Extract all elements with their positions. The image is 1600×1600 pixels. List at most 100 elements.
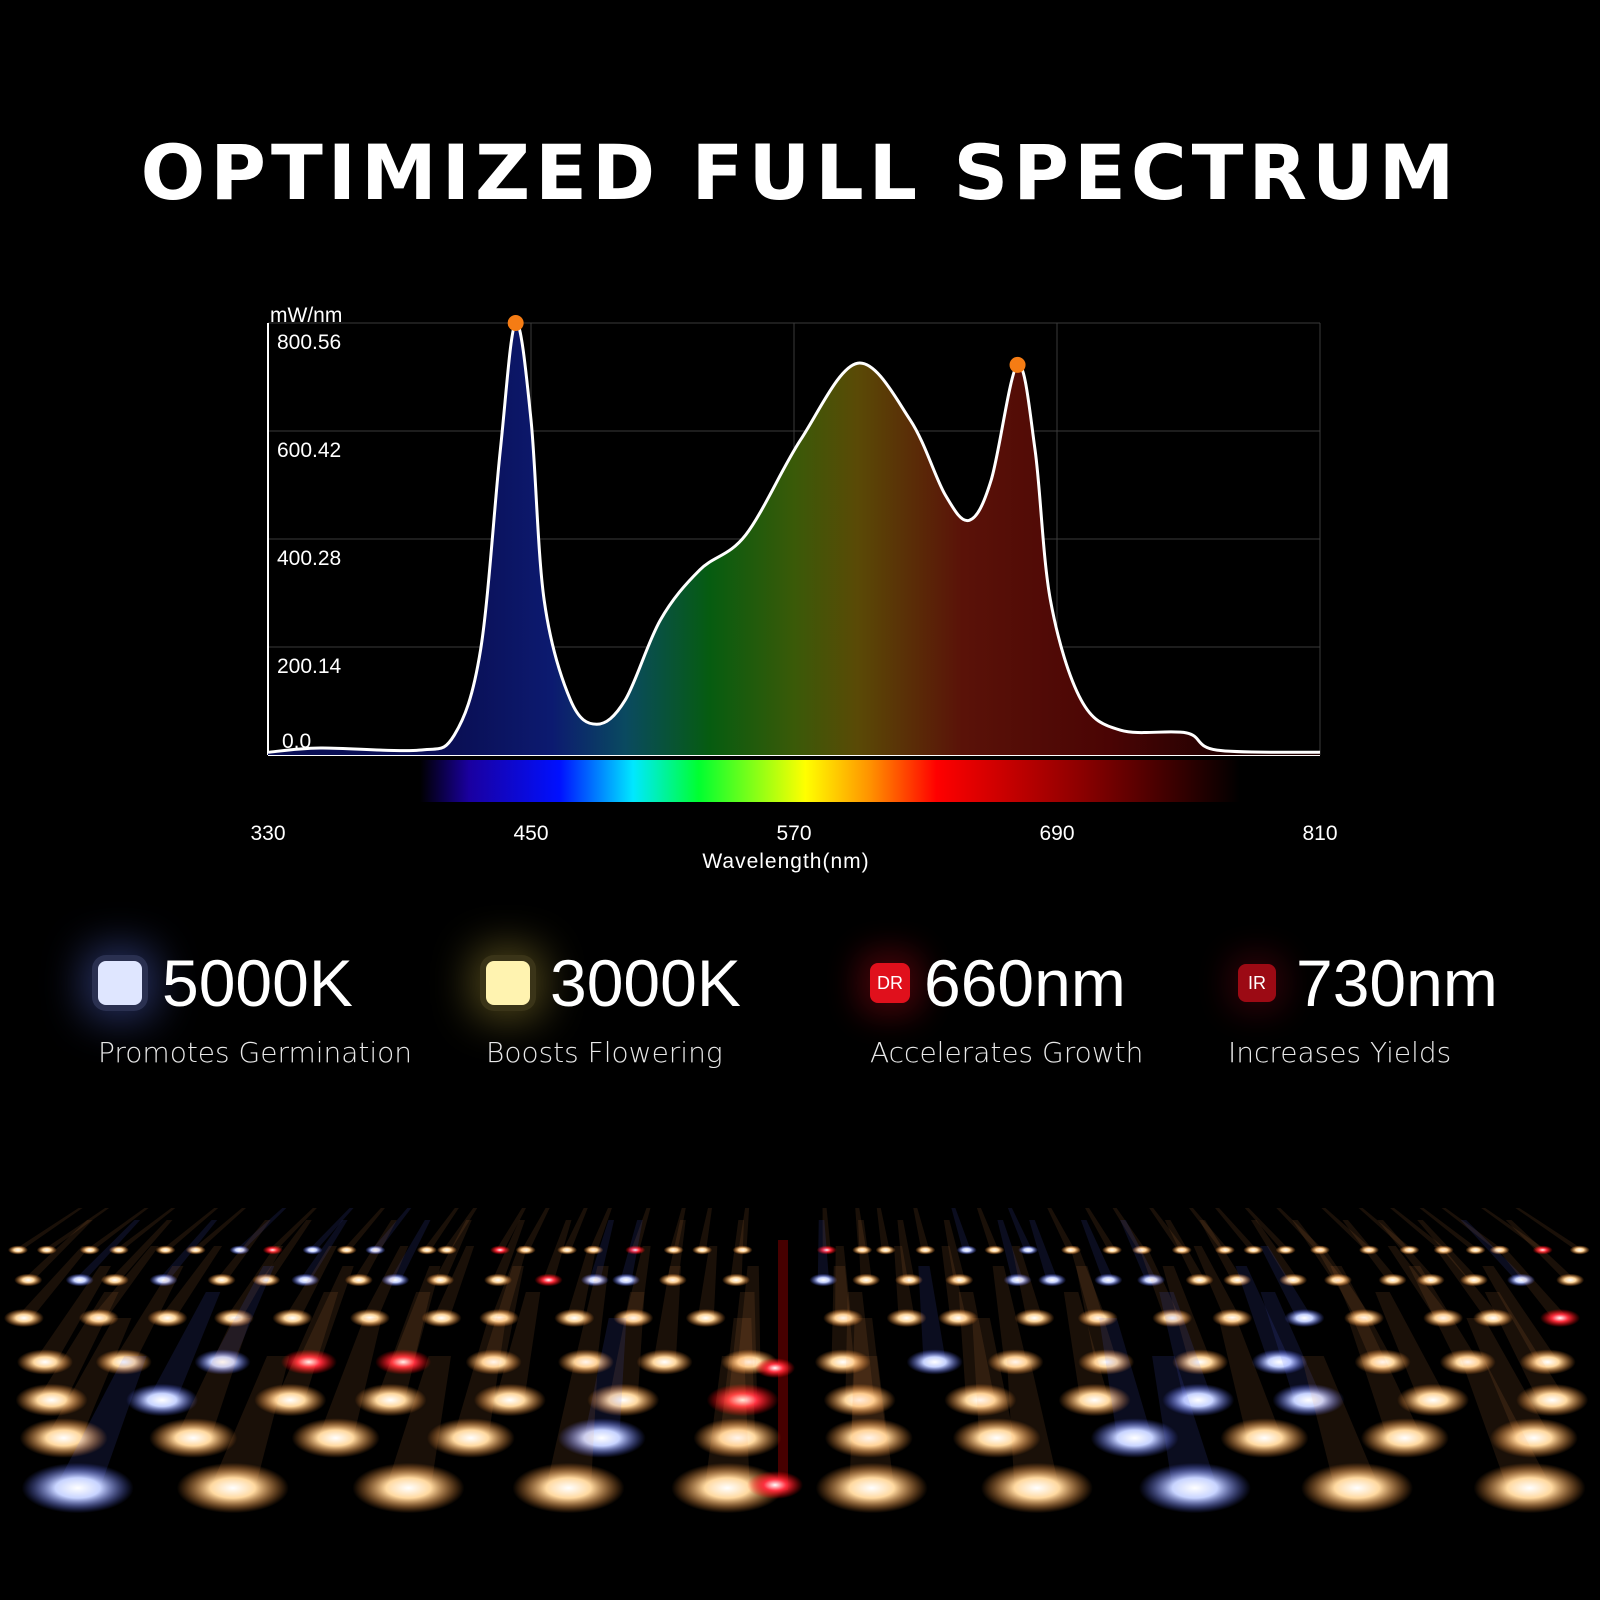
- led-light: [906, 1349, 963, 1375]
- led-light: [894, 1273, 923, 1287]
- led-light: [706, 1383, 779, 1417]
- led-beam: [371, 1208, 412, 1250]
- led-light: [1399, 1245, 1420, 1255]
- led-beam: [434, 1220, 472, 1280]
- led-beam: [1218, 1318, 1283, 1438]
- led-beam: [268, 1208, 317, 1250]
- feature-5000k: 5000K Promotes Germination: [98, 950, 412, 1069]
- led-light: [1433, 1245, 1454, 1255]
- led-beam: [342, 1208, 385, 1250]
- led-beam: [546, 1356, 599, 1488]
- led-light: [1214, 1245, 1235, 1255]
- led-light: [1058, 1383, 1131, 1417]
- led-beam: [1006, 1356, 1060, 1488]
- led-beam: [1347, 1318, 1423, 1438]
- x-tick-label: 330: [250, 822, 285, 845]
- led-light: [16, 1349, 73, 1375]
- led-beam: [697, 1246, 718, 1318]
- led-light: [1416, 1273, 1445, 1287]
- peak-marker: [507, 315, 524, 331]
- led-beam: [1460, 1220, 1527, 1280]
- led-light: [149, 1418, 238, 1458]
- led-light: [554, 1309, 595, 1327]
- led-light: [100, 1273, 129, 1287]
- led-beam: [1314, 1246, 1373, 1318]
- led-light: [1358, 1245, 1379, 1255]
- led-light: [945, 1273, 974, 1287]
- led-beam: [997, 1220, 1024, 1280]
- led-beam: [33, 1266, 111, 1362]
- led-light: [1078, 1349, 1135, 1375]
- led-beam: [147, 1292, 221, 1400]
- led-light: [515, 1245, 536, 1255]
- led-beam: [1099, 1318, 1153, 1438]
- led-light: [291, 1418, 380, 1458]
- led-light: [15, 1383, 88, 1417]
- led-beam: [1387, 1246, 1452, 1318]
- led-beam: [1321, 1208, 1373, 1250]
- led-beam: [1085, 1208, 1117, 1250]
- led-beam: [433, 1246, 475, 1318]
- led-light: [484, 1273, 513, 1287]
- led-beam: [1007, 1208, 1033, 1250]
- led-light: [612, 1273, 641, 1287]
- led-beam: [260, 1220, 312, 1280]
- led-beam: [831, 1266, 854, 1362]
- led-light: [1344, 1309, 1385, 1327]
- led-beam: [1342, 1220, 1399, 1280]
- led-light: [1102, 1245, 1123, 1255]
- led-beam: [1235, 1266, 1291, 1362]
- led-beam: [1112, 1208, 1146, 1250]
- led-light: [956, 1245, 977, 1255]
- led-light: [479, 1309, 520, 1327]
- led-light: [952, 1418, 1041, 1458]
- led-light: [1003, 1273, 1032, 1287]
- led-beam: [1484, 1292, 1567, 1400]
- led-light: [1275, 1245, 1296, 1255]
- white-led-chip-icon: [98, 961, 142, 1005]
- led-beam: [521, 1208, 550, 1250]
- led-beam: [1505, 1220, 1576, 1280]
- led-beam: [918, 1266, 946, 1362]
- led-light: [815, 1462, 928, 1514]
- led-light: [1138, 1462, 1251, 1514]
- led-beam: [1417, 1220, 1480, 1280]
- led-beam: [376, 1292, 431, 1400]
- led-beam: [728, 1292, 758, 1400]
- led-light: [1459, 1273, 1488, 1287]
- led-beam: [1441, 1208, 1504, 1250]
- led-light: [302, 1245, 323, 1255]
- led-light: [280, 1349, 337, 1375]
- led-beam: [849, 1356, 895, 1488]
- led-beam: [284, 1246, 338, 1318]
- led-beam: [1466, 1318, 1552, 1438]
- led-light: [95, 1349, 152, 1375]
- led-light: [149, 1273, 178, 1287]
- led-light: [1516, 1383, 1589, 1417]
- led-light: [262, 1245, 283, 1255]
- led-light: [1077, 1309, 1118, 1327]
- led-light: [1014, 1309, 1055, 1327]
- led-beam: [353, 1220, 397, 1280]
- led-light: [636, 1349, 693, 1375]
- led-beam: [1080, 1220, 1114, 1280]
- x-axis-label: Wavelength(nm): [702, 850, 869, 873]
- led-beam: [85, 1208, 149, 1250]
- led-light: [207, 1273, 236, 1287]
- led-light: [1423, 1309, 1464, 1327]
- led-light: [65, 1273, 94, 1287]
- led-beam: [453, 1318, 506, 1438]
- led-beam: [1330, 1266, 1394, 1362]
- led-light: [176, 1462, 289, 1514]
- led-beam: [1459, 1356, 1552, 1488]
- led-beam: [858, 1220, 872, 1280]
- led-beam: [157, 1220, 218, 1280]
- led-beam: [1515, 1208, 1584, 1250]
- led-light: [1473, 1309, 1514, 1327]
- led-light: [886, 1309, 927, 1327]
- led-light: [1473, 1462, 1586, 1514]
- led-light: [126, 1383, 199, 1417]
- led-light: [1532, 1245, 1553, 1255]
- led-light: [1018, 1245, 1039, 1255]
- feature-value: 5000K: [162, 946, 353, 1020]
